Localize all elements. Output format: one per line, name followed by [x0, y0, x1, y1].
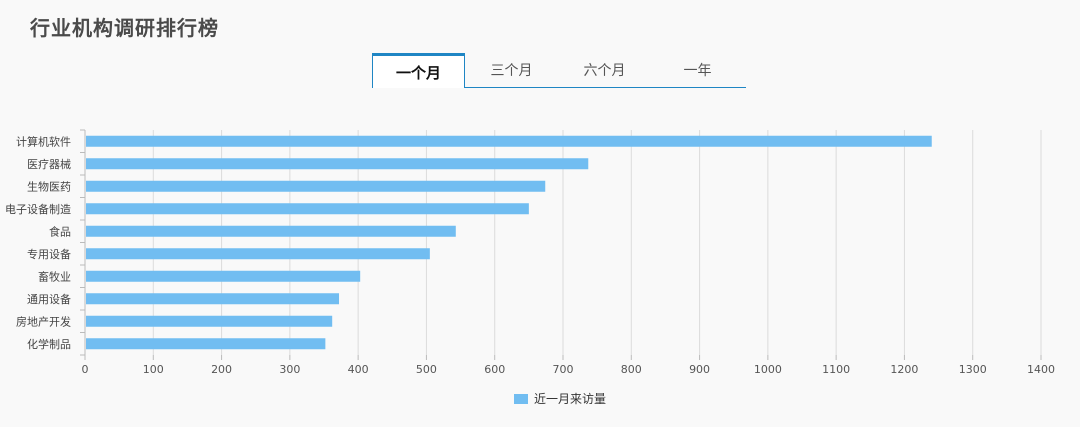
bar [86, 158, 589, 170]
y-tick-label: 计算机软件 [16, 134, 71, 148]
x-tick-label: 700 [553, 363, 574, 376]
x-tick-label: 100 [143, 363, 164, 376]
legend-label: 近一月来访量 [534, 392, 607, 406]
x-tick-label: 1300 [959, 363, 987, 376]
bar [86, 180, 546, 192]
x-tick-label: 200 [211, 363, 232, 376]
chart-legend[interactable]: 近一月来访量 [514, 390, 606, 407]
y-tick-label: 通用设备 [27, 292, 71, 306]
y-tick-label: 食品 [49, 224, 71, 238]
x-tick-label: 1400 [1027, 363, 1055, 376]
y-tick-label: 电子设备制造 [5, 202, 71, 216]
period-tabs: 一个月 三个月 六个月 一年 [372, 53, 746, 88]
x-tick-label: 500 [416, 363, 437, 376]
bar [86, 135, 932, 147]
x-tick-label: 0 [82, 363, 89, 376]
legend-swatch [514, 393, 528, 404]
bar [86, 315, 333, 327]
x-tick-label: 1000 [754, 363, 782, 376]
x-tick-label: 1100 [822, 363, 850, 376]
x-tick-label: 1200 [890, 363, 918, 376]
y-tick-label: 医疗器械 [27, 157, 71, 171]
bar [86, 338, 326, 350]
page-title: 行业机构调研排行榜 [30, 16, 219, 40]
y-tick-label: 房地产开发 [16, 314, 71, 328]
bar [86, 270, 361, 282]
x-tick-label: 900 [689, 363, 710, 376]
bar [86, 203, 529, 215]
y-tick-label: 化学制品 [27, 337, 71, 351]
tab-three-months[interactable]: 三个月 [490, 63, 533, 79]
tab-one-month[interactable]: 一个月 [372, 53, 465, 88]
tab-one-year[interactable]: 一年 [683, 63, 712, 79]
tab-six-months[interactable]: 六个月 [583, 63, 626, 79]
bar-chart: 0 100 200 300 400 500 600 700 800 900 1000 1100 1200… [5, 129, 1055, 376]
y-tick-label: 生物医药 [27, 179, 71, 193]
bar [86, 293, 340, 305]
x-tick-label: 300 [279, 363, 300, 376]
y-tick-label: 专用设备 [27, 247, 71, 261]
bar [86, 225, 456, 237]
x-tick-label: 800 [621, 363, 642, 376]
bar [86, 248, 430, 260]
y-tick-label: 畜牧业 [38, 269, 71, 283]
x-tick-label: 600 [484, 363, 505, 376]
x-tick-label: 400 [348, 363, 369, 376]
